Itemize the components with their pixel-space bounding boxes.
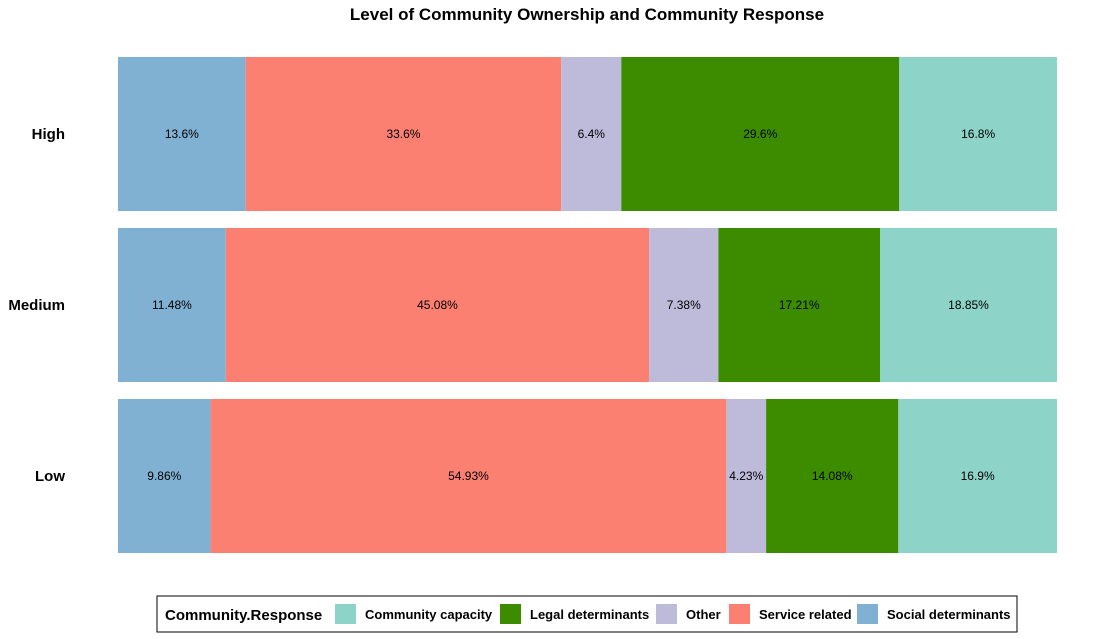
- bar-segment-medium-service-related: [225, 228, 650, 382]
- legend-label: Social determinants: [887, 607, 1011, 622]
- legend-label: Community capacity: [365, 607, 493, 622]
- legend-key-community-capacity: [335, 604, 356, 624]
- bars-area: 13.6% 33.6% 6.4% 29.6% 16.8% 11.48% 45.08% 7.38…: [118, 57, 1057, 553]
- bar-segment-low-community-capacity: [898, 399, 1057, 553]
- category-label-medium: Medium: [8, 297, 65, 314]
- bar-segment-high-service-related: [245, 57, 562, 211]
- data-label: 29.6%: [743, 127, 777, 141]
- data-label: 18.85%: [948, 298, 989, 312]
- bar-segment-medium-community-capacity: [879, 228, 1057, 382]
- bar-segment-low-legal-determinants: [766, 399, 899, 553]
- data-label: 7.38%: [667, 298, 701, 312]
- bar-segment-medium-other: [649, 228, 719, 382]
- data-label: 4.23%: [729, 469, 763, 483]
- bar-segment-low-social-determinants: [118, 399, 211, 553]
- legend-key-other: [656, 604, 677, 624]
- data-label: 13.6%: [165, 127, 199, 141]
- legend-key-legal-determinants: [500, 604, 521, 624]
- bar-segment-medium-social-determinants: [118, 228, 226, 382]
- legend-key-social-determinants: [857, 604, 878, 624]
- data-label: 6.4%: [578, 127, 606, 141]
- bar-segment-high-legal-determinants: [621, 57, 900, 211]
- data-label: 54.93%: [448, 469, 489, 483]
- legend: Community.Response Community capacity Leg…: [156, 595, 1018, 633]
- bar-segment-high-social-determinants: [118, 57, 246, 211]
- data-label: 16.9%: [961, 469, 995, 483]
- legend-label: Legal determinants: [530, 607, 649, 622]
- category-label-high: High: [32, 126, 65, 143]
- legend-label: Service related: [759, 607, 852, 622]
- category-labels: High Medium Low: [8, 126, 65, 485]
- chart-title: Level of Community Ownership and Communi…: [350, 5, 824, 24]
- data-label: 17.21%: [779, 298, 820, 312]
- bar-segment-low-service-related: [210, 399, 727, 553]
- legend-key-service-related: [729, 604, 750, 624]
- data-label: 11.48%: [152, 298, 192, 312]
- bar-segment-high-community-capacity: [899, 57, 1057, 211]
- data-label: 14.08%: [812, 469, 853, 483]
- legend-title: Community.Response: [165, 607, 322, 624]
- legend-label: Other: [686, 607, 721, 622]
- data-label: 33.6%: [386, 127, 420, 141]
- category-label-low: Low: [35, 468, 65, 485]
- bar-segment-high-other: [561, 57, 622, 211]
- bar-segment-low-other: [726, 399, 767, 553]
- bar-segment-medium-legal-determinants: [718, 228, 880, 382]
- data-label: 9.86%: [147, 469, 181, 483]
- data-label: 45.08%: [417, 298, 458, 312]
- data-label: 16.8%: [961, 127, 995, 141]
